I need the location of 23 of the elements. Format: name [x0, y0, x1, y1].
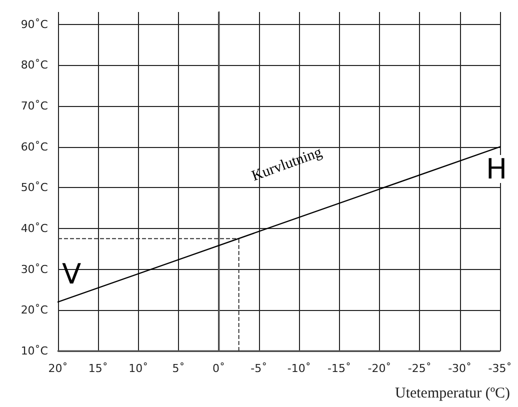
x-tick-label: -15˚	[328, 362, 352, 375]
x-tick-label: -10˚	[287, 362, 311, 375]
y-tick-label: 10˚C	[20, 344, 48, 358]
annotation: H	[486, 152, 508, 186]
x-axis-title: Utetemperatur (ºC)	[394, 386, 510, 402]
y-tick-label: 20˚C	[20, 304, 48, 317]
y-tick-label: 60˚C	[20, 140, 48, 154]
x-tick-label: -25˚	[408, 362, 432, 375]
x-tick-label: 0˚	[212, 362, 225, 375]
y-tick-label: 90˚C	[20, 18, 48, 31]
x-tick-label: -35˚	[488, 362, 512, 375]
x-tick-label: 20˚	[48, 362, 68, 375]
x-tick-label: -30˚	[448, 362, 472, 375]
y-tick-label: 40˚C	[20, 222, 48, 235]
y-tick-label: 80˚C	[20, 58, 48, 72]
x-tick-label: 15˚	[88, 362, 108, 375]
y-tick-label: 70˚C	[20, 99, 48, 112]
y-tick-label: 50˚C	[20, 181, 48, 194]
y-tick-label: 30˚C	[20, 262, 48, 276]
x-tick-label: -5˚	[250, 362, 268, 375]
x-tick-label: 5˚	[172, 362, 185, 375]
x-tick-label: -20˚	[368, 362, 392, 375]
x-tick-label: 10˚	[128, 362, 148, 375]
